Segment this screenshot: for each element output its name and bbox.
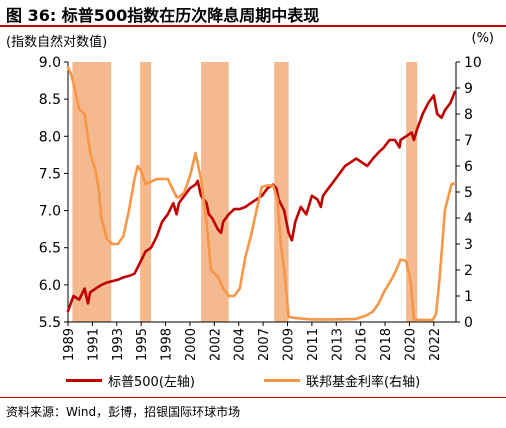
x-tick-label: 2016 bbox=[355, 328, 370, 361]
right-tick-label: 5 bbox=[464, 185, 473, 201]
x-tick-label: 2013 bbox=[330, 328, 345, 361]
right-tick-label: 7 bbox=[464, 133, 473, 149]
easing-period-3 bbox=[201, 62, 229, 322]
left-tick-label: 7.5 bbox=[39, 166, 61, 182]
left-tick-label: 5.5 bbox=[39, 315, 61, 331]
easing-period-4 bbox=[274, 62, 289, 322]
source-divider bbox=[0, 397, 506, 398]
tick-label-layer: 5.5 6.0 6.5 7.0 7.5 8.0 8.5 9.0 0 1 2 3 4 5 6 7 8 9 10 1989… bbox=[39, 55, 482, 361]
axes-layer bbox=[64, 61, 460, 326]
left-tick-label: 9.0 bbox=[39, 55, 61, 71]
series-layer bbox=[66, 65, 457, 322]
right-tick-label: 1 bbox=[464, 289, 473, 305]
figure-title: 图 36: 标普500指数在历次降息周期中表现 bbox=[6, 6, 320, 25]
left-tick-label: 6.0 bbox=[39, 278, 61, 294]
legend-swatch-sp500 bbox=[66, 379, 102, 382]
easing-period-2 bbox=[140, 62, 152, 322]
left-tick-label: 7.0 bbox=[39, 204, 61, 220]
title-divider bbox=[0, 25, 506, 27]
right-tick-label: 6 bbox=[464, 159, 473, 175]
legend-swatch-fed-funds bbox=[264, 379, 300, 382]
right-axis-unit: (%) bbox=[471, 31, 495, 46]
right-tick-label: 4 bbox=[464, 211, 473, 227]
right-tick-label: 3 bbox=[464, 237, 473, 253]
easing-period-5 bbox=[406, 62, 418, 322]
x-tick-label: 1995 bbox=[135, 328, 150, 361]
x-tick-label: 2018 bbox=[379, 328, 394, 361]
x-tick-label: 1989 bbox=[62, 328, 77, 361]
legend-item-fed-funds: 联邦基金利率(右轴) bbox=[264, 371, 420, 390]
legend-item-sp500: 标普500(左轴) bbox=[66, 371, 195, 390]
right-tick-label: 8 bbox=[464, 107, 473, 123]
x-tick-label: 2009 bbox=[281, 328, 296, 361]
source-note: 资料来源：Wind，彭博，招银国际环球市场 bbox=[6, 405, 241, 419]
legend: 标普500(左轴) 联邦基金利率(右轴) bbox=[0, 371, 506, 390]
x-tick-label: 2007 bbox=[257, 328, 272, 361]
left-tick-label: 8.0 bbox=[39, 129, 61, 145]
series-line-fed-funds bbox=[66, 65, 457, 322]
x-tick-label: 2022 bbox=[428, 328, 443, 361]
x-tick-label: 2004 bbox=[233, 328, 248, 361]
x-tick-label: 2002 bbox=[208, 328, 223, 361]
right-tick-label: 9 bbox=[464, 81, 473, 97]
series-line-sp500 bbox=[66, 90, 457, 313]
x-tick-label: 1998 bbox=[160, 328, 175, 361]
x-tick-label: 1991 bbox=[86, 328, 101, 361]
easing-period-layer bbox=[72, 62, 418, 322]
legend-label-fed-funds: 联邦基金利率(右轴) bbox=[306, 375, 421, 390]
x-tick-label: 2020 bbox=[403, 328, 418, 361]
x-tick-label: 2000 bbox=[184, 328, 199, 361]
x-tick-label: 1993 bbox=[111, 328, 126, 361]
right-tick-label: 0 bbox=[464, 315, 473, 331]
left-tick-label: 6.5 bbox=[39, 241, 61, 257]
right-tick-label: 10 bbox=[464, 55, 482, 71]
legend-label-sp500: 标普500(左轴) bbox=[108, 375, 195, 390]
right-tick-label: 2 bbox=[464, 263, 473, 279]
left-tick-label: 8.5 bbox=[39, 92, 61, 108]
left-axis-unit: (指数自然对数值) bbox=[6, 35, 108, 50]
x-tick-label: 2011 bbox=[306, 328, 321, 361]
